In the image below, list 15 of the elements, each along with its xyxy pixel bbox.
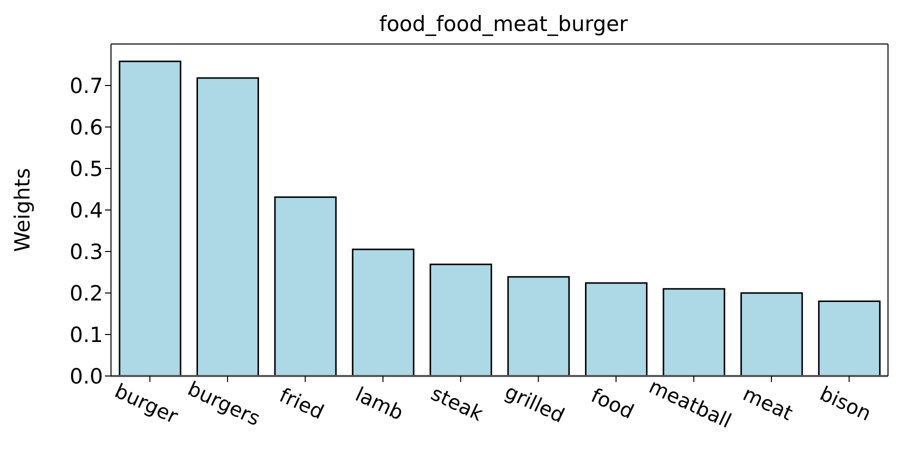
y-tick-label: 0.4 — [70, 198, 103, 222]
y-axis-title: Weights — [10, 168, 34, 252]
y-tick-label: 0.2 — [70, 281, 103, 306]
chart-title: food_food_meat_burger — [378, 12, 629, 36]
y-tick-label: 0.7 — [70, 74, 103, 98]
y-tick-label: 0.1 — [70, 322, 103, 347]
y-tick-label: 0.0 — [70, 364, 103, 388]
x-tick-label: fried — [276, 382, 328, 424]
x-tick-label: food — [587, 383, 638, 424]
x-tick-label: steak — [427, 381, 488, 426]
y-tick-label: 0.5 — [70, 156, 103, 181]
y-tick-label: 0.6 — [70, 115, 103, 140]
y-tick-label: 0.3 — [70, 240, 103, 264]
x-tick-label: meat — [739, 382, 797, 426]
x-tick-label: lamb — [352, 382, 408, 425]
